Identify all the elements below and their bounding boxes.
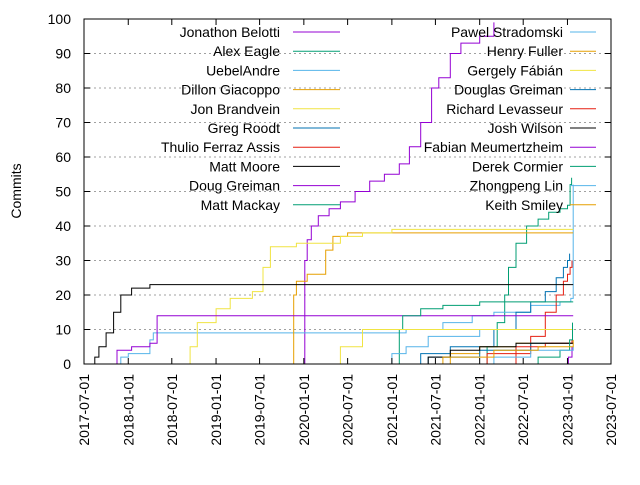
legend-label: Doug Greiman [189, 178, 280, 194]
y-tick-label: 10 [55, 322, 71, 338]
series-line-15 [413, 342, 574, 365]
series-line-0 [302, 22, 495, 365]
y-tick-label: 30 [55, 253, 71, 269]
series-line-4 [186, 228, 574, 365]
legend-label: Henry Fuller [487, 43, 564, 59]
legend-label: Derek Cormier [472, 158, 563, 174]
legend-label: Jonathon Belotti [180, 24, 280, 40]
legend-label: Jon Brandvein [190, 101, 280, 117]
legend-label: Fabian Meumertzheim [424, 139, 563, 155]
series-line-8 [113, 315, 574, 365]
x-axis: 2017-07-01 2018-01-01 2018-07-01 2019-01-01… [76, 19, 619, 446]
legend-label: Greg Roodt [208, 120, 280, 136]
legend-label: Douglas Greiman [454, 82, 563, 98]
y-tick-label: 50 [55, 184, 71, 200]
legend-label: Matt Mackay [201, 197, 280, 213]
legend-label: Thulio Ferraz Assis [161, 139, 280, 155]
y-tick-label: 40 [55, 218, 71, 234]
x-tick-label: 2023-07-01 [603, 374, 619, 446]
x-tick-label: 2020-01-01 [296, 374, 312, 446]
x-tick-label: 2022-01-01 [472, 374, 488, 446]
legend-label: Richard Levasseur [446, 101, 563, 117]
y-tick-label: 0 [63, 356, 71, 372]
x-tick-label: 2022-07-01 [515, 374, 531, 446]
y-tick-label: 20 [55, 287, 71, 303]
x-tick-label: 2023-01-01 [559, 374, 575, 446]
legend-label: Keith Smiley [485, 197, 563, 213]
x-tick-label: 2020-07-01 [340, 374, 356, 446]
legend-label: Dillon Giacoppo [181, 82, 280, 98]
x-tick-label: 2021-01-01 [384, 374, 400, 446]
x-tick-label: 2019-01-01 [208, 374, 224, 446]
y-tick-label: 80 [55, 80, 71, 96]
x-tick-label: 2021-07-01 [427, 374, 443, 446]
legend-label: Pawel Stradomski [451, 24, 563, 40]
series-line-19 [391, 343, 574, 365]
series-line-7 [91, 284, 574, 365]
legend-label: UebelAndre [206, 62, 280, 78]
legend-label: Gergely Fábián [467, 62, 563, 78]
y-tick-label: 60 [55, 149, 71, 165]
legend: Jonathon Belotti Alex Eagle UebelAndre Dill… [161, 24, 596, 213]
series-line-9 [395, 301, 574, 365]
legend-label: Alex Eagle [213, 43, 280, 59]
series-line-6 [501, 260, 573, 365]
x-tick-label: 2017-07-01 [76, 374, 92, 446]
y-axis: 0 10 20 30 40 50 60 70 80 90 100 [48, 11, 611, 372]
legend-label: Matt Moore [209, 158, 280, 174]
y-tick-label: 90 [55, 46, 71, 62]
x-tick-label: 2018-07-01 [164, 374, 180, 446]
legend-label: Zhongpeng Lin [470, 178, 563, 194]
legend-label: Josh Wilson [488, 120, 563, 136]
x-tick-label: 2018-01-01 [120, 374, 136, 446]
y-tick-label: 100 [48, 11, 72, 27]
y-tick-label: 70 [55, 115, 71, 131]
series-line-18 [457, 346, 574, 365]
series-line-3 [292, 232, 574, 365]
y-axis-label: Commits [8, 163, 24, 218]
series-line-1 [479, 177, 573, 365]
x-tick-label: 2019-07-01 [252, 374, 268, 446]
